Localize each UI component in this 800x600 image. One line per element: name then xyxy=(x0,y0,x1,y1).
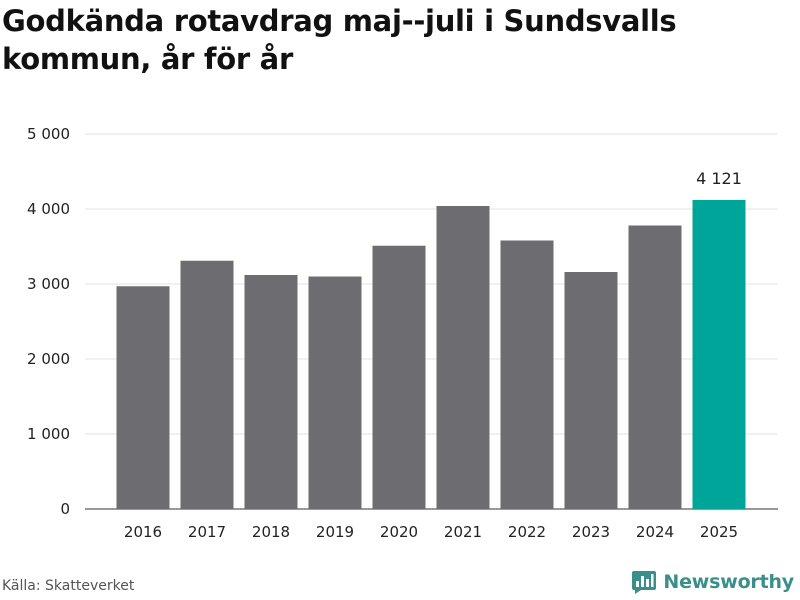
bar-2025 xyxy=(692,199,746,510)
data-labels: 4 121 xyxy=(696,169,742,188)
brand-name: Newsworthy xyxy=(663,571,794,593)
x-tick-label: 2025 xyxy=(700,523,738,541)
data-label: 4 121 xyxy=(696,169,742,188)
y-tick-label: 3 000 xyxy=(27,275,70,293)
bar-2024 xyxy=(628,225,682,509)
bar-2016 xyxy=(116,286,170,509)
bars xyxy=(116,199,746,510)
x-tick-label: 2017 xyxy=(188,523,226,541)
source-note: Källa: Skatteverket xyxy=(2,578,135,594)
x-tick-label: 2020 xyxy=(380,523,418,541)
y-tick-label: 4 000 xyxy=(27,200,70,218)
x-tick-label: 2024 xyxy=(636,523,674,541)
bar-2021 xyxy=(436,206,490,509)
y-tick-label: 0 xyxy=(60,500,70,518)
y-tick-label: 1 000 xyxy=(27,425,70,443)
bar-2020 xyxy=(372,245,426,509)
x-tick-label: 2018 xyxy=(252,523,290,541)
bar-chart-logo-icon xyxy=(632,571,657,594)
x-tick-label: 2019 xyxy=(316,523,354,541)
x-axis-ticks: 2016 2017 2018 2019 2020 2021 2022 2023 2024 2025 xyxy=(124,523,738,541)
brand-logo: Newsworthy xyxy=(631,569,794,595)
bar-2022 xyxy=(500,240,554,509)
x-tick-label: 2016 xyxy=(124,523,162,541)
x-tick-label: 2021 xyxy=(444,523,482,541)
x-tick-label: 2022 xyxy=(508,523,546,541)
x-tick-label: 2023 xyxy=(572,523,610,541)
bar-2023 xyxy=(564,272,618,509)
y-tick-label: 2 000 xyxy=(27,350,70,368)
chart-title: Godkända rotavdrag maj--juli i Sundsvall… xyxy=(2,4,677,76)
y-tick-label: 5 000 xyxy=(27,125,70,143)
bar-2018 xyxy=(244,275,298,509)
bar-2019 xyxy=(308,276,362,509)
y-axis-ticks: 0 1 000 2 000 3 000 4 000 5 000 xyxy=(27,125,70,518)
bar-2017 xyxy=(180,260,234,509)
